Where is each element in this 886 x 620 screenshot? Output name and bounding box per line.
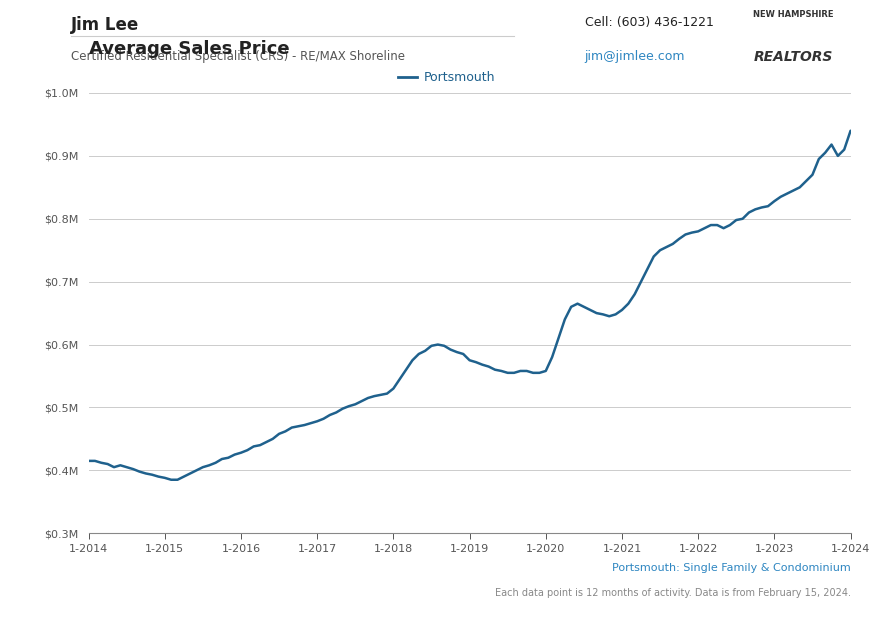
Text: Certified Residential Specialist (CRS) - RE/MAX Shoreline: Certified Residential Specialist (CRS) -… — [71, 50, 405, 63]
Text: NEW HAMPSHIRE: NEW HAMPSHIRE — [753, 10, 833, 19]
Text: Average Sales Price: Average Sales Price — [89, 40, 289, 58]
Text: REALTORS: REALTORS — [753, 50, 833, 64]
Text: Cell: (603) 436-1221: Cell: (603) 436-1221 — [585, 16, 713, 29]
Text: Jim Lee: Jim Lee — [71, 16, 139, 34]
Text: Portsmouth: Single Family & Condominium: Portsmouth: Single Family & Condominium — [612, 563, 851, 573]
Legend: Portsmouth: Portsmouth — [393, 66, 500, 89]
Text: jim@jimlee.com: jim@jimlee.com — [585, 50, 685, 63]
Text: Each data point is 12 months of activity. Data is from February 15, 2024.: Each data point is 12 months of activity… — [494, 588, 851, 598]
